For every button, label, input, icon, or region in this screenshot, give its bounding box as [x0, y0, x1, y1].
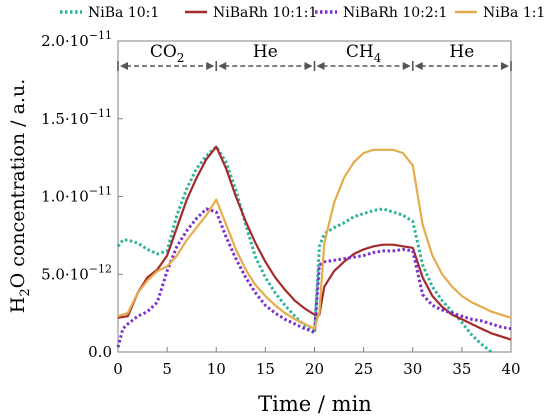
x-tick-label: 20	[305, 360, 324, 378]
x-tick-label: 15	[256, 360, 275, 378]
y-tick-label: 5.0·10−12	[41, 262, 112, 283]
phase-arrow-head-right	[402, 62, 411, 70]
phase-arrow-head-right	[501, 62, 509, 70]
legend-label-4: NiBa 1:1	[483, 5, 545, 21]
plot-area: CO2 He CH4 He	[116, 40, 512, 354]
x-tick-label: 0	[113, 360, 123, 378]
y-tick-label: 1.5·10−11	[41, 107, 112, 128]
phase-arrow-head-right	[304, 62, 313, 70]
phase-label: CH4	[346, 42, 382, 65]
series-layer	[116, 145, 512, 354]
phase-annotations: CO2 He CH4 He	[117, 42, 512, 71]
phase-arrow-head-left	[120, 62, 128, 70]
x-tick-label: 40	[501, 360, 520, 378]
phase-arrow-head-left	[316, 62, 325, 70]
series-line-4	[117, 148, 512, 330]
x-tick-label: 35	[452, 360, 471, 378]
phase-label: He	[449, 42, 474, 62]
x-tick-label: 5	[162, 360, 172, 378]
y-tick-label: 1.0·10−11	[41, 185, 112, 206]
x-axis: 0 5 10 15 20 25 30 35 40	[113, 347, 521, 378]
legend-label-2: NiBaRh 10:1:1	[213, 5, 317, 21]
phase-label: CO2	[150, 42, 185, 65]
y-tick-label: 2.0·10−11	[41, 29, 112, 50]
y-axis: 0.0 5.0·10−12 1.0·10−11 1.5·10−11 2.0·10−11	[41, 29, 123, 361]
series-line-2	[117, 145, 512, 341]
y-tick-label: 0.0	[88, 343, 112, 361]
series-line-3	[116, 207, 512, 348]
phase-label: He	[253, 42, 278, 62]
y-axis-label: H2O concentration / a.u.	[7, 79, 33, 313]
plot-frame	[117, 40, 512, 353]
x-tick-label: 10	[207, 360, 226, 378]
phase-arrow-head-left	[414, 62, 423, 70]
legend-label-1: NiBa 10:1	[88, 5, 159, 21]
x-tick-label: 30	[403, 360, 422, 378]
phase-arrow-head-right	[206, 62, 215, 70]
phase-arrow-head-left	[218, 62, 227, 70]
x-axis-label: Time / min	[258, 392, 372, 416]
x-tick-label: 25	[354, 360, 373, 378]
legend-label-3: NiBaRh 10:2:1	[343, 5, 447, 21]
series-line-1	[116, 145, 493, 354]
legend: NiBa 10:1 NiBaRh 10:1:1 NiBaRh 10:2:1 NiBa …	[60, 5, 545, 21]
